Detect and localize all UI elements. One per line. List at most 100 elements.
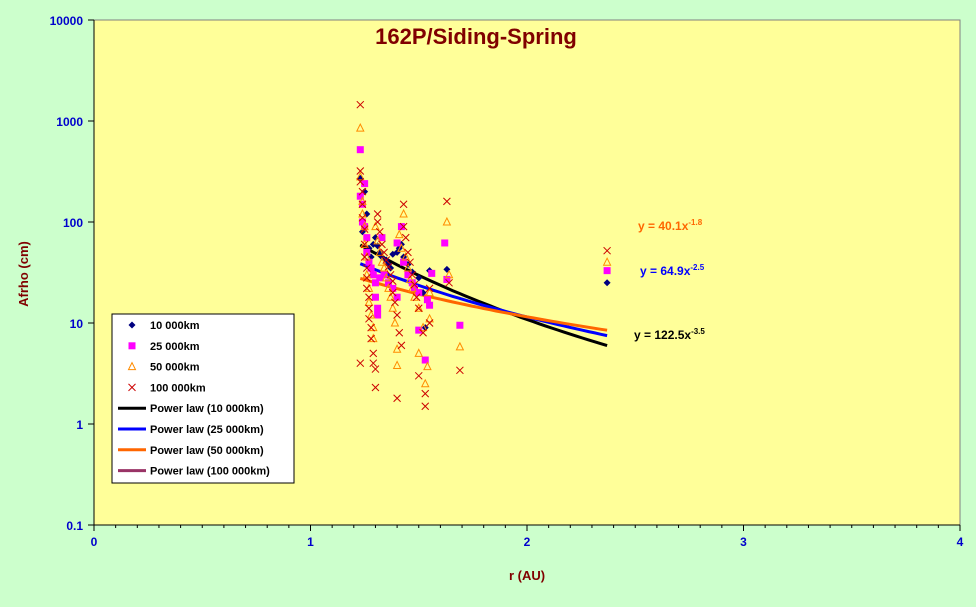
x-marker-stroke	[408, 270, 417, 279]
data-point	[358, 208, 367, 218]
data-point	[399, 200, 408, 209]
data-point	[393, 394, 401, 403]
data-point	[367, 323, 375, 332]
data-point	[406, 258, 414, 267]
equation-coefficient: y = 40.1x	[638, 219, 689, 233]
data-point	[386, 292, 395, 301]
x-marker-stroke	[388, 288, 397, 297]
data-point	[369, 359, 378, 368]
x-marker-stroke	[399, 200, 408, 209]
data-point	[384, 283, 393, 292]
data-point	[414, 371, 423, 380]
data-point	[371, 221, 380, 231]
data-point	[373, 235, 382, 245]
data-point	[423, 296, 431, 304]
data-point	[389, 284, 397, 292]
x-marker-stroke	[391, 298, 399, 307]
x-tick-label: 2	[524, 535, 531, 549]
legend-label: 50 000km	[150, 362, 200, 374]
data-point	[390, 317, 400, 327]
data-point	[428, 269, 436, 277]
x-marker-stroke	[399, 222, 408, 231]
data-point	[425, 313, 434, 323]
data-point	[356, 192, 364, 200]
data-point	[404, 271, 412, 279]
data-point	[360, 225, 369, 233]
data-point	[421, 356, 429, 364]
data-point	[414, 303, 424, 312]
data-point	[371, 365, 380, 373]
x-marker-stroke	[412, 293, 421, 302]
y-tick-label: 10000	[50, 14, 84, 28]
data-point	[414, 304, 423, 313]
data-point	[365, 314, 373, 323]
data-point	[371, 383, 380, 392]
x-marker-stroke	[367, 323, 375, 332]
legend-items: 10 000km 25 000km 50 000km 100 000km Power l…	[118, 320, 270, 478]
x-marker-stroke	[380, 248, 388, 257]
trendline-power-law	[359, 262, 608, 338]
y-tick-label: 100	[63, 216, 83, 230]
data-point	[415, 274, 423, 282]
y-tick-label: 1000	[56, 115, 83, 129]
data-point	[415, 326, 423, 334]
trendline-power-law	[359, 243, 608, 348]
data-point	[444, 269, 454, 279]
x-marker-stroke	[358, 213, 367, 222]
data-point	[425, 284, 434, 293]
data-point	[384, 279, 392, 287]
x-marker-stroke	[128, 383, 136, 392]
data-point	[397, 223, 405, 231]
data-point	[373, 210, 382, 218]
x-marker-stroke	[358, 200, 367, 209]
data-point	[455, 341, 465, 351]
legend-marker	[128, 383, 136, 392]
equation-coefficient: y = 64.9x	[640, 264, 691, 278]
x-marker-stroke	[356, 177, 365, 186]
data-point	[356, 177, 365, 186]
x-marker-stroke	[425, 284, 434, 293]
data-point	[423, 361, 432, 371]
legend-box	[111, 313, 295, 484]
data-point	[375, 247, 385, 256]
data-point	[366, 309, 376, 319]
data-point	[386, 270, 395, 279]
x-marker-stroke	[358, 187, 367, 196]
x-axis-label: r (AU)	[509, 568, 545, 583]
x-marker-stroke	[414, 371, 423, 380]
data-point	[373, 218, 382, 226]
legend-item: 10 000km	[128, 320, 200, 332]
equation-coefficient: y = 122.5x	[634, 328, 691, 342]
x-tick-label: 3	[740, 535, 747, 549]
x-marker-stroke	[397, 341, 406, 350]
x-marker-stroke	[360, 240, 369, 249]
data-point	[394, 229, 404, 239]
legend-label: Power law (10 000km)	[150, 403, 264, 415]
data-point	[371, 293, 379, 301]
data-point	[360, 253, 369, 261]
data-points	[355, 100, 612, 411]
legend: 10 000km 25 000km 50 000km 100 000km Power l…	[111, 313, 295, 484]
data-point	[388, 303, 398, 312]
data-point	[362, 264, 371, 272]
data-point	[391, 298, 399, 307]
x-marker-stroke	[456, 366, 464, 375]
x-marker-stroke	[360, 225, 369, 233]
data-point	[442, 216, 452, 226]
data-point	[445, 278, 453, 287]
data-point	[456, 321, 464, 329]
data-point	[356, 146, 364, 154]
data-point	[443, 197, 451, 206]
data-point	[367, 334, 375, 343]
data-point	[358, 213, 367, 222]
data-point	[365, 258, 373, 266]
data-point	[384, 262, 393, 271]
trendlines	[359, 243, 608, 348]
data-point	[378, 240, 386, 249]
x-marker-stroke	[365, 314, 373, 323]
data-point	[405, 274, 415, 283]
x-tick-label: 0	[91, 535, 98, 549]
legend-label: 100 000km	[150, 382, 206, 394]
data-point	[399, 222, 408, 231]
